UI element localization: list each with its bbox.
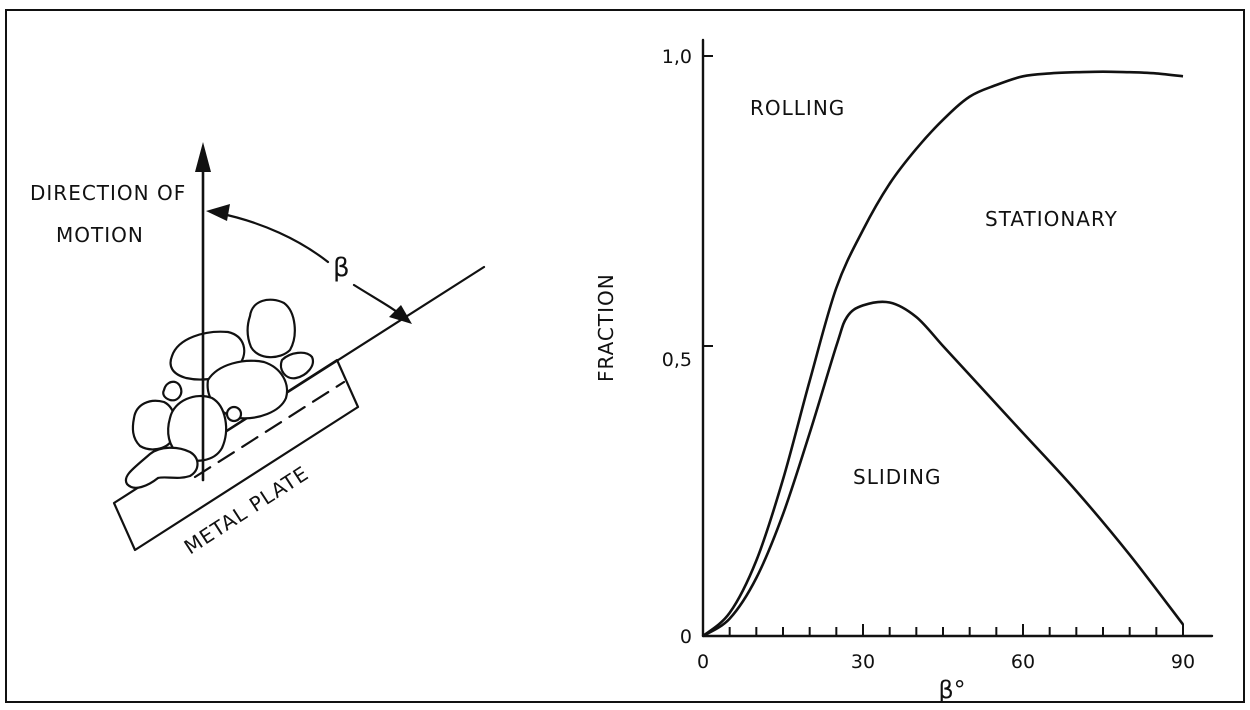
x-tick-label: 30 — [851, 651, 875, 673]
series-group — [702, 70, 1185, 638]
motion-arrowhead — [195, 142, 211, 172]
region-label-sliding: SLIDING — [853, 465, 942, 489]
series-line-lower — [702, 300, 1185, 638]
particle — [162, 380, 183, 402]
plate-dashed-line — [193, 380, 346, 479]
particle — [167, 394, 228, 462]
x-axis-label: β° — [938, 676, 965, 704]
x-tick-label: 0 — [697, 651, 709, 673]
particle — [279, 351, 314, 380]
particles — [124, 298, 314, 489]
y-tick-label: 0,5 — [662, 349, 692, 371]
y-tick-label: 1,0 — [662, 46, 692, 68]
direction-label-line2: MOTION — [56, 223, 144, 247]
y-axis-label: FRACTION — [594, 273, 618, 382]
plate-label: METAL PLATE — [180, 461, 313, 559]
schematic: DIRECTION OF MOTION β METAL PLATE — [30, 142, 486, 559]
axis-ticks — [703, 55, 1184, 636]
angle-arrowhead — [389, 305, 412, 324]
particle — [225, 405, 243, 423]
angle-arrowhead — [206, 204, 230, 221]
chart: 0 30 60 90 0 0,5 1,0 FRACTION β° ROLLING… — [594, 38, 1214, 704]
region-label-stationary: STATIONARY — [985, 207, 1118, 231]
angle-label: β — [333, 253, 350, 283]
region-label-rolling: ROLLING — [750, 96, 845, 120]
particle — [246, 298, 296, 359]
particle — [124, 446, 199, 489]
y-tick-label: 0 — [680, 626, 692, 648]
angle-arc — [216, 211, 330, 264]
figure-border — [5, 9, 1245, 703]
x-tick-label: 90 — [1171, 651, 1195, 673]
x-tick-label: 60 — [1011, 651, 1035, 673]
direction-label-line1: DIRECTION OF — [30, 181, 186, 205]
series-line-upper — [702, 70, 1184, 638]
